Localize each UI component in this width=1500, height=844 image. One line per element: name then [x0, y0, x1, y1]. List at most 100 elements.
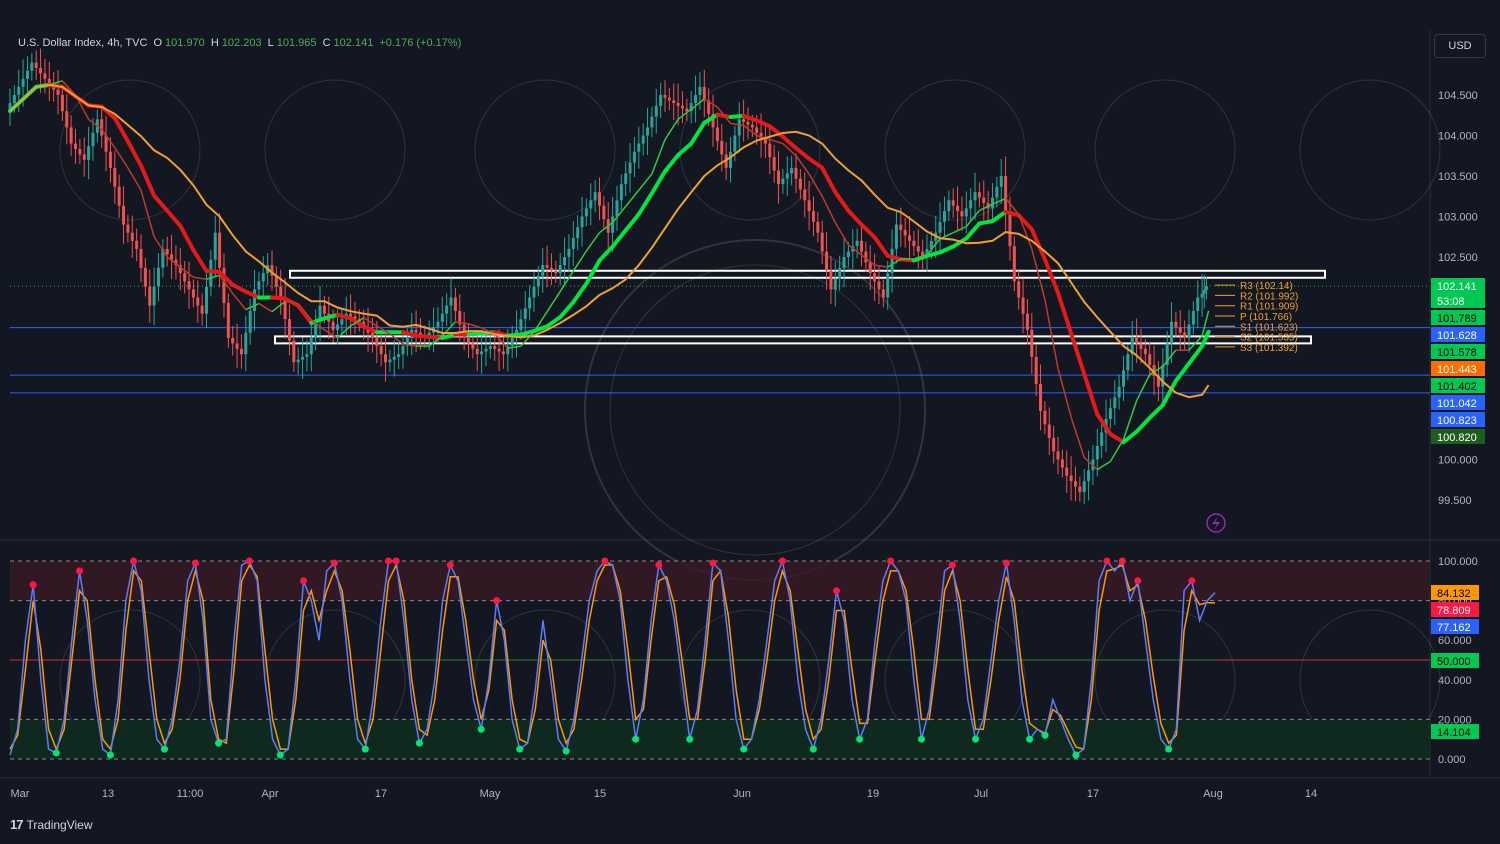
- candle-body: [1196, 297, 1200, 311]
- fast-ma-segment: [690, 98, 705, 110]
- ma-segment: [217, 270, 235, 287]
- osc-peak-dot: [130, 557, 138, 565]
- ma-segment: [1095, 412, 1113, 437]
- ma-segment: [820, 165, 838, 195]
- candle-body: [890, 248, 894, 274]
- fast-ma-segment: [572, 250, 588, 272]
- symbol-legend[interactable]: U.S. Dollar Index, 4h, TVC O 101.970 H 102…: [18, 37, 464, 49]
- candle-body: [30, 62, 34, 71]
- time-tick-label: Jul: [974, 788, 988, 800]
- ma-segment: [1160, 378, 1178, 408]
- candle-body: [25, 70, 29, 79]
- candle-body: [196, 297, 200, 306]
- fast-ma-segment: [114, 147, 129, 169]
- candle-body: [567, 248, 571, 257]
- fast-ma-segment: [1070, 416, 1085, 458]
- fast-ma-segment: [1083, 456, 1098, 471]
- ma-segment: [1187, 344, 1205, 366]
- candle-body: [886, 273, 890, 298]
- candle-body: [401, 346, 405, 355]
- candle-body: [1117, 386, 1121, 398]
- candle-body: [1095, 446, 1099, 460]
- osc-trough-dot: [276, 751, 284, 759]
- candle-body: [287, 319, 291, 341]
- osc-badge-label: 14.104: [1437, 727, 1471, 739]
- candle-body: [1017, 281, 1021, 298]
- candle-body: [650, 116, 654, 128]
- candle-body: [672, 100, 676, 104]
- candle-body: [519, 319, 523, 330]
- candle-body: [388, 359, 392, 363]
- candle-body: [488, 346, 492, 349]
- ma-segment: [610, 228, 628, 249]
- fast-ma-segment: [559, 270, 574, 292]
- symbol-name[interactable]: U.S. Dollar Index, 4h, TVC: [18, 37, 148, 49]
- candle-body: [475, 348, 479, 355]
- osc-tick-label: 60.000: [1438, 635, 1472, 647]
- time-tick-label: May: [480, 788, 501, 800]
- ma-segment: [767, 124, 785, 139]
- candle-body: [1004, 176, 1008, 212]
- candle-body: [305, 354, 309, 357]
- candle-body: [1021, 297, 1025, 314]
- candle-body: [231, 338, 235, 344]
- price-tick-label: 100.000: [1438, 455, 1478, 467]
- osc-badge-label: 78.809: [1437, 605, 1471, 617]
- ma-segment: [794, 146, 812, 161]
- osc-trough-dot: [52, 749, 60, 757]
- candle-body: [139, 248, 143, 268]
- candle-body: [1170, 321, 1174, 344]
- candle-body: [995, 186, 999, 198]
- osc-tick-label: 40.000: [1438, 675, 1472, 687]
- candle-body: [860, 240, 863, 252]
- tradingview-logo[interactable]: 17 TradingView: [10, 817, 93, 832]
- candle-body: [226, 302, 230, 338]
- ma-segment: [1082, 371, 1100, 417]
- candle-body: [991, 197, 994, 209]
- watermark-small-circle: [474, 79, 616, 221]
- candle-body: [921, 251, 925, 257]
- osc-peak-dot: [887, 557, 895, 565]
- price-badge: [1431, 344, 1485, 359]
- osc-k-line: [9, 558, 1216, 757]
- fast-ma-segment: [795, 155, 810, 175]
- ma-segment: [335, 312, 353, 321]
- candle-body: [942, 211, 946, 222]
- candle-body: [698, 86, 702, 95]
- watermark-small-circle: [264, 79, 406, 221]
- candle-body: [925, 248, 929, 257]
- price-badge-label: 101.402: [1437, 381, 1477, 393]
- fast-ma-segment: [612, 205, 627, 224]
- fast-ma-segment: [1149, 365, 1164, 376]
- pivot-label: P (101.766): [1240, 312, 1292, 323]
- candle-body: [807, 200, 811, 212]
- fast-ma-segment: [782, 143, 797, 157]
- candle-body: [314, 321, 318, 338]
- candles: [8, 48, 1208, 505]
- osc-trough-dot: [215, 739, 223, 747]
- ma-segment: [139, 163, 157, 198]
- fast-ma-segment: [730, 122, 744, 127]
- candle-body: [436, 321, 440, 328]
- candle-body: [191, 289, 195, 298]
- candle-body: [624, 173, 628, 185]
- currency-button[interactable]: USD: [1434, 34, 1486, 58]
- candle-body: [100, 119, 104, 136]
- candle-body: [563, 257, 567, 266]
- candle-body: [685, 108, 689, 112]
- candle-body: [894, 224, 898, 249]
- candle-body: [1156, 375, 1160, 387]
- pivot-label: R2 (101.992): [1240, 291, 1298, 302]
- fast-ma-segment: [808, 173, 823, 197]
- fast-ma-segment: [428, 335, 443, 347]
- candle-body: [912, 240, 916, 247]
- candle-body: [545, 265, 549, 268]
- candle-body: [964, 208, 968, 217]
- slow-ma-line: [9, 83, 1210, 399]
- fast-ma-segment: [1122, 400, 1138, 440]
- candle-body: [205, 286, 208, 314]
- candle-body: [571, 238, 575, 249]
- osc-peak-dot: [1118, 557, 1126, 565]
- price-badge: [1431, 361, 1485, 376]
